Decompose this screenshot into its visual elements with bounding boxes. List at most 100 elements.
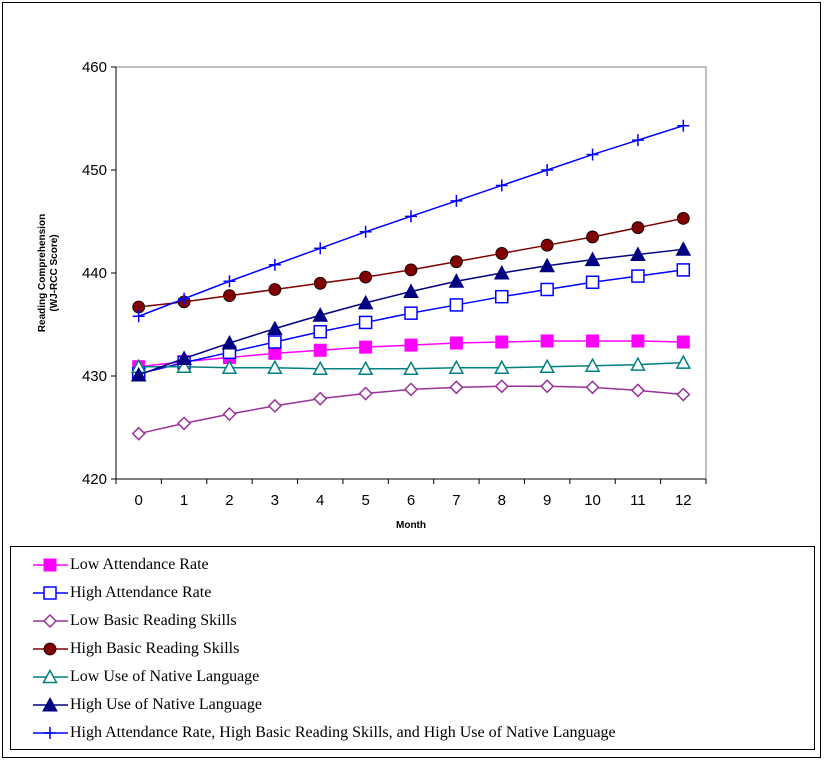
data-point: [313, 343, 327, 357]
data-point: [586, 334, 600, 348]
data-point: [403, 360, 419, 376]
legend-swatch: [33, 727, 68, 739]
legend-marker: [43, 586, 57, 600]
data-point: [676, 335, 690, 349]
legend-marker: [42, 668, 58, 684]
legend-marker: [42, 613, 58, 629]
data-point: [222, 407, 237, 422]
data-point: [404, 306, 418, 320]
legend-item: High Attendance Rate: [11, 579, 814, 607]
data-point: [268, 346, 282, 360]
y-tick-label: 440: [82, 265, 107, 282]
data-point: [539, 257, 555, 273]
data-point: [403, 382, 419, 397]
x-tick-label: 12: [675, 492, 692, 509]
data-point: [313, 391, 328, 406]
data-point: [676, 387, 691, 402]
data-point: [584, 251, 601, 267]
legend-label: High Attendance Rate: [70, 584, 212, 601]
data-point: [448, 359, 465, 375]
data-point: [359, 270, 373, 284]
data-point: [495, 179, 508, 192]
legend-item: High Use of Native Language: [11, 691, 814, 719]
data-point: [630, 356, 646, 371]
y-tick-label: 450: [82, 162, 107, 179]
data-point: [540, 379, 555, 394]
legend-item: Low Basic Reading Skills: [11, 607, 814, 635]
data-point: [359, 340, 373, 354]
data-point: [540, 334, 554, 348]
data-point: [676, 212, 690, 225]
data-point: [449, 336, 463, 350]
data-point: [404, 338, 418, 352]
x-tick-label: 0: [135, 492, 143, 509]
x-tick-label: 6: [407, 492, 415, 509]
data-point: [130, 366, 147, 382]
data-point: [268, 283, 282, 296]
y-tick-label: 460: [82, 59, 107, 76]
series-layer: [130, 119, 692, 441]
data-point: [357, 294, 374, 310]
legend-label: High Basic Reading Skills: [70, 640, 240, 657]
data-point: [449, 380, 464, 395]
data-point: [631, 269, 645, 283]
data-point: [223, 289, 236, 303]
data-point: [358, 315, 373, 330]
data-point: [176, 350, 192, 365]
data-point: [403, 283, 419, 299]
data-point: [450, 194, 463, 207]
data-point: [584, 357, 601, 372]
y-tick-label: 430: [82, 368, 107, 385]
x-tick-label: 5: [361, 492, 369, 509]
legend-item: Low Use of Native Language: [11, 663, 814, 691]
data-point: [675, 354, 692, 369]
data-point: [448, 273, 465, 288]
data-point: [312, 307, 329, 322]
legend-swatch: [33, 586, 68, 600]
data-point: [268, 335, 282, 349]
y-tick-label: 420: [82, 471, 107, 488]
data-point: [631, 134, 644, 147]
x-tick-label: 3: [271, 492, 279, 509]
data-point: [631, 334, 645, 348]
legend-label: High Attendance Rate, High Basic Reading…: [70, 724, 616, 741]
data-point: [268, 258, 281, 271]
data-point: [357, 360, 374, 376]
data-point: [585, 380, 600, 395]
data-point: [631, 221, 645, 235]
data-point: [539, 358, 555, 373]
data-point: [540, 282, 554, 297]
data-point: [677, 119, 690, 132]
x-tick-label: 10: [584, 492, 601, 509]
legend-label: High Use of Native Language: [70, 696, 262, 713]
legend-label: Low Attendance Rate: [70, 556, 209, 573]
data-point: [493, 264, 510, 280]
x-tick-label: 1: [180, 492, 188, 509]
data-point: [586, 148, 599, 161]
data-point: [313, 324, 327, 339]
x-axis-title: Month: [396, 520, 426, 531]
x-tick-label: 9: [543, 492, 551, 509]
legend-label: Low Use of Native Language: [70, 668, 260, 685]
x-tick-label: 7: [452, 492, 460, 509]
data-point: [267, 359, 283, 375]
data-point: [178, 292, 191, 305]
data-point: [314, 242, 327, 255]
legend-marker: [43, 642, 57, 656]
data-point: [585, 275, 600, 290]
data-point: [313, 276, 327, 290]
data-point: [405, 210, 417, 223]
legend-swatch: [33, 696, 68, 712]
data-point: [177, 416, 192, 431]
legend-swatch: [33, 558, 68, 572]
data-point: [404, 263, 418, 277]
data-point: [494, 359, 510, 375]
x-tick-label: 11: [630, 492, 646, 509]
legend-swatch: [33, 642, 68, 656]
y-axis-title-line2: (WJ-RCC Score): [49, 234, 60, 311]
data-point: [131, 426, 146, 441]
data-point: [267, 398, 282, 413]
chart-legend: Low Attendance Rate High Attendance Rate L…: [10, 546, 815, 750]
